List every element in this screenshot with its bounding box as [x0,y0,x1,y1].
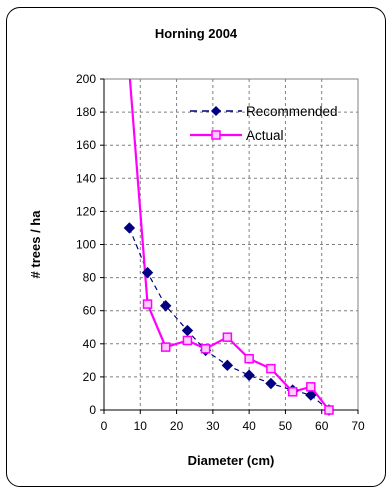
data-point-actual [324,405,334,415]
y-tick-label: 160 [76,138,96,152]
x-tick-label: 0 [101,419,108,433]
data-point-recommended [123,222,136,234]
y-tick-label: 180 [76,105,96,119]
series-group [123,79,335,416]
y-tick-label: 80 [83,271,97,285]
data-point-actual [244,353,254,364]
legend-label-recommended: Recommended [246,104,338,119]
data-point-recommended [141,266,154,279]
data-point-actual [287,387,298,397]
y-tick-label: 140 [76,171,96,185]
data-point-recommended [243,369,255,381]
chart-frame [6,7,386,487]
data-point-recommended [181,324,194,337]
x-axis-label: Diameter (cm) [188,453,275,468]
legend-marker-recommended [211,106,221,116]
series-line-recommended [128,227,330,411]
x-tick-label: 50 [279,419,293,433]
x-tick-label: 20 [170,419,184,433]
y-tick-label: 120 [76,204,96,218]
data-point-recommended [221,359,234,372]
y-tick-label: 200 [76,72,96,86]
data-point-actual [222,332,233,342]
data-point-recommended [305,389,317,401]
x-tick-label: 40 [242,419,256,433]
x-tick-label: 70 [351,419,365,433]
y-axis-label: # trees / ha [28,210,43,279]
data-point-actual [160,342,171,352]
data-point-actual [306,382,316,392]
x-tick-label: 10 [134,419,148,433]
y-tick-label: 100 [76,238,96,252]
data-point-recommended [265,377,277,390]
tick-labels: 0 20 40 60 80 100 120 140 160 180 200 0 10 20 30 40 50 60… [76,72,365,433]
x-tick-label: 30 [206,419,220,433]
legend-label-actual: Actual [246,128,284,143]
y-tick-label: 40 [83,337,97,351]
data-point-recommended [159,300,172,312]
chart-title: Horning 2004 [155,26,238,41]
data-point-actual [200,344,211,354]
data-point-actual [182,335,193,346]
y-tick-label: 0 [89,403,96,417]
x-tick-label: 60 [315,419,329,433]
y-tick-label: 20 [83,370,97,384]
data-point-actual [142,299,153,309]
y-tick-label: 60 [83,304,97,318]
legend: Recommended Actual [190,104,338,143]
legend-marker-actual [211,130,221,140]
series-line-actual [128,79,330,411]
data-point-actual [266,363,276,374]
